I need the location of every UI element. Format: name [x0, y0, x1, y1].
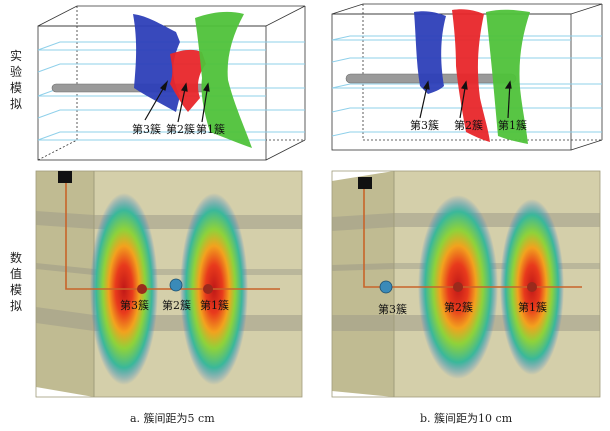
numerical-panel-a: 第3簇 第2簇 第1簇: [35, 170, 303, 398]
experiment-panel-b: 第3簇 第2簇 第1簇: [331, 3, 603, 151]
label-cluster1-a: 第1簇: [196, 122, 225, 136]
caption-b: b. 簇间距为10 cm: [420, 412, 513, 425]
caption-a: a. 簇间距为5 cm: [130, 412, 215, 425]
label-cluster2-num-a: 第2簇: [162, 298, 191, 312]
row-label-numerical-text: 数值模拟: [9, 251, 22, 313]
row-label-numerical: 数值模拟: [8, 250, 24, 314]
label-cluster1-num-a: 第1簇: [200, 298, 229, 312]
label-cluster2-b: 第2簇: [454, 118, 483, 132]
label-cluster2-num-b: 第2簇: [444, 300, 473, 314]
label-cluster3-num-b: 第3簇: [378, 302, 407, 316]
label-cluster2-a: 第2簇: [166, 122, 195, 136]
label-cluster3-b: 第3簇: [410, 118, 439, 132]
label-cluster1-num-b: 第1簇: [518, 300, 547, 314]
label-cluster3-a: 第3簇: [132, 122, 161, 136]
row-label-experiment-text: 实验模拟: [9, 49, 22, 111]
experiment-panel-a: 第3簇 第2簇 第1簇: [37, 5, 306, 161]
label-cluster3-num-a: 第3簇: [120, 298, 149, 312]
label-cluster1-b: 第1簇: [498, 118, 527, 132]
row-label-experiment: 实验模拟: [8, 48, 24, 112]
numerical-panel-b: 第3簇 第2簇 第1簇: [331, 170, 601, 398]
